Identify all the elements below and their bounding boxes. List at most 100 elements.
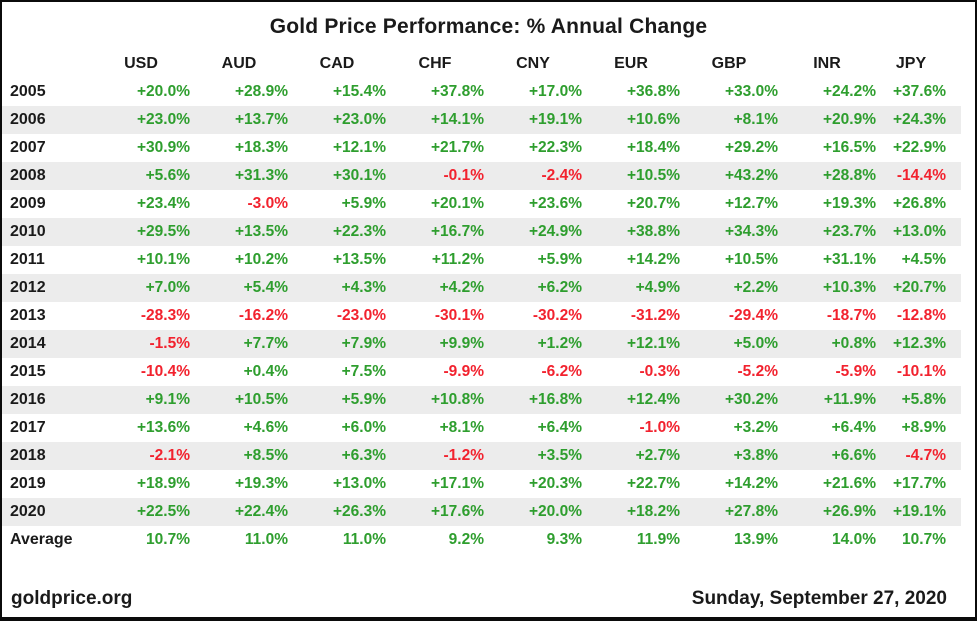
cell-value: +24.9% <box>528 223 582 240</box>
cell-value: +14.1% <box>430 111 484 128</box>
cell-value: +19.1% <box>528 111 582 128</box>
cell-value: +23.7% <box>822 223 876 240</box>
cell-value: +22.7% <box>626 475 680 492</box>
table-row: 2018 -2.1% +8.5% +6.3% -1.2% +3.5% +2.7% +3.8% +… <box>2 442 961 470</box>
cell-value: +22.5% <box>136 503 190 520</box>
table-row: 2020 +22.5% +22.4% +26.3% +17.6% +20.0% +18.2%… <box>2 498 961 526</box>
cell-value: -23.0% <box>336 307 386 324</box>
cell-value: -3.0% <box>247 195 289 212</box>
row-label: 2006 <box>10 111 46 128</box>
cell-value: +14.2% <box>724 475 778 492</box>
cell-value: +0.4% <box>243 363 288 380</box>
cell-value: -0.1% <box>443 167 485 184</box>
cell-value: +28.9% <box>234 83 288 100</box>
cell-value: 11.9% <box>636 531 680 548</box>
cell-value: +11.9% <box>823 391 876 408</box>
cell-value: +23.4% <box>136 195 190 212</box>
cell-value: +27.8% <box>724 503 778 520</box>
cell-value: +26.9% <box>822 503 876 520</box>
row-label: 2013 <box>10 307 46 324</box>
cell-value: +6.0% <box>341 419 386 436</box>
row-label: 2020 <box>10 503 46 520</box>
row-label: 2011 <box>10 251 45 268</box>
cell-value: +20.7% <box>892 279 946 296</box>
cell-value: +31.3% <box>234 167 288 184</box>
cell-value: +20.9% <box>822 111 876 128</box>
cell-value: +36.8% <box>626 83 680 100</box>
cell-value: +22.4% <box>234 503 288 520</box>
cell-value: +22.9% <box>892 139 946 156</box>
cell-value: +37.6% <box>892 83 946 100</box>
cell-value: -28.3% <box>140 307 190 324</box>
table-row: 2017 +13.6% +4.6% +6.0% +8.1% +6.4% -1.0% +3.2%… <box>2 414 961 442</box>
table-row: 2005 +20.0% +28.9% +15.4% +37.8% +17.0% +36.8%… <box>2 78 961 106</box>
cell-value: +29.2% <box>724 139 778 156</box>
cell-value: -10.1% <box>896 363 946 380</box>
column-header-aud: AUD <box>221 55 257 72</box>
cell-value: +10.8% <box>430 391 484 408</box>
cell-value: +18.4% <box>626 139 680 156</box>
cell-value: +6.3% <box>341 447 386 464</box>
cell-value: +12.1% <box>332 139 386 156</box>
cell-value: -5.2% <box>737 363 779 380</box>
cell-value: +30.2% <box>724 391 778 408</box>
cell-value: -1.2% <box>443 447 485 464</box>
cell-value: +4.2% <box>439 279 484 296</box>
cell-value: +23.6% <box>528 195 582 212</box>
gold-performance-table: USD AUD CAD CHF CNY EUR GBP INR JPY 2005 +20.0% +2… <box>2 50 961 554</box>
cell-value: +20.7% <box>626 195 680 212</box>
corner-cell <box>2 50 92 78</box>
cell-value: +2.2% <box>733 279 778 296</box>
cell-value: +29.5% <box>136 223 190 240</box>
cell-value: +2.7% <box>635 447 680 464</box>
cell-value: +12.7% <box>724 195 778 212</box>
row-label: 2018 <box>10 447 46 464</box>
cell-value: +14.2% <box>626 251 680 268</box>
cell-value: +13.7% <box>234 111 288 128</box>
cell-value: +4.9% <box>635 279 680 296</box>
cell-value: +23.0% <box>136 111 190 128</box>
cell-value: +10.3% <box>822 279 876 296</box>
table-row: 2012 +7.0% +5.4% +4.3% +4.2% +6.2% +4.9% +2.2% +… <box>2 274 961 302</box>
cell-value: +13.6% <box>136 419 190 436</box>
row-label: 2010 <box>10 223 46 240</box>
row-label: 2014 <box>10 335 46 352</box>
cell-value: +30.9% <box>136 139 190 156</box>
cell-value: 10.7% <box>146 531 190 548</box>
cell-value: -2.4% <box>541 167 583 184</box>
cell-value: +10.2% <box>234 251 288 268</box>
cell-value: +19.1% <box>892 503 946 520</box>
cell-value: +5.8% <box>901 391 946 408</box>
cell-value: +31.1% <box>822 251 876 268</box>
row-label: 2009 <box>10 195 46 212</box>
cell-value: +19.3% <box>822 195 876 212</box>
cell-value: +13.5% <box>234 223 288 240</box>
cell-value: +22.3% <box>332 223 386 240</box>
cell-value: +20.3% <box>528 475 582 492</box>
cell-value: +18.2% <box>626 503 680 520</box>
cell-value: +17.0% <box>528 83 582 100</box>
cell-value: +13.0% <box>332 475 386 492</box>
cell-value: +1.2% <box>537 335 582 352</box>
cell-value: 11.0% <box>244 531 288 548</box>
footer: goldprice.org Sunday, September 27, 2020 <box>11 588 947 610</box>
column-header-cny: CNY <box>516 55 550 72</box>
cell-value: +38.8% <box>626 223 680 240</box>
cell-value: +20.1% <box>430 195 484 212</box>
cell-value: +7.7% <box>243 335 288 352</box>
cell-value: 9.3% <box>546 531 582 548</box>
table-row: 2009 +23.4% -3.0% +5.9% +20.1% +23.6% +20.7% +1… <box>2 190 961 218</box>
column-header-inr: INR <box>813 55 841 72</box>
cell-value: +16.5% <box>822 139 876 156</box>
cell-value: +4.6% <box>243 419 288 436</box>
cell-value: +16.8% <box>528 391 582 408</box>
cell-value: +30.1% <box>332 167 386 184</box>
cell-value: -29.4% <box>728 307 778 324</box>
row-label: Average <box>10 531 73 548</box>
cell-value: -1.5% <box>149 335 191 352</box>
table-row: 2011 +10.1% +10.2% +13.5% +11.2% +5.9% +14.2% +… <box>2 246 961 274</box>
cell-value: -2.1% <box>149 447 191 464</box>
cell-value: -5.9% <box>835 363 877 380</box>
cell-value: +3.8% <box>733 447 778 464</box>
